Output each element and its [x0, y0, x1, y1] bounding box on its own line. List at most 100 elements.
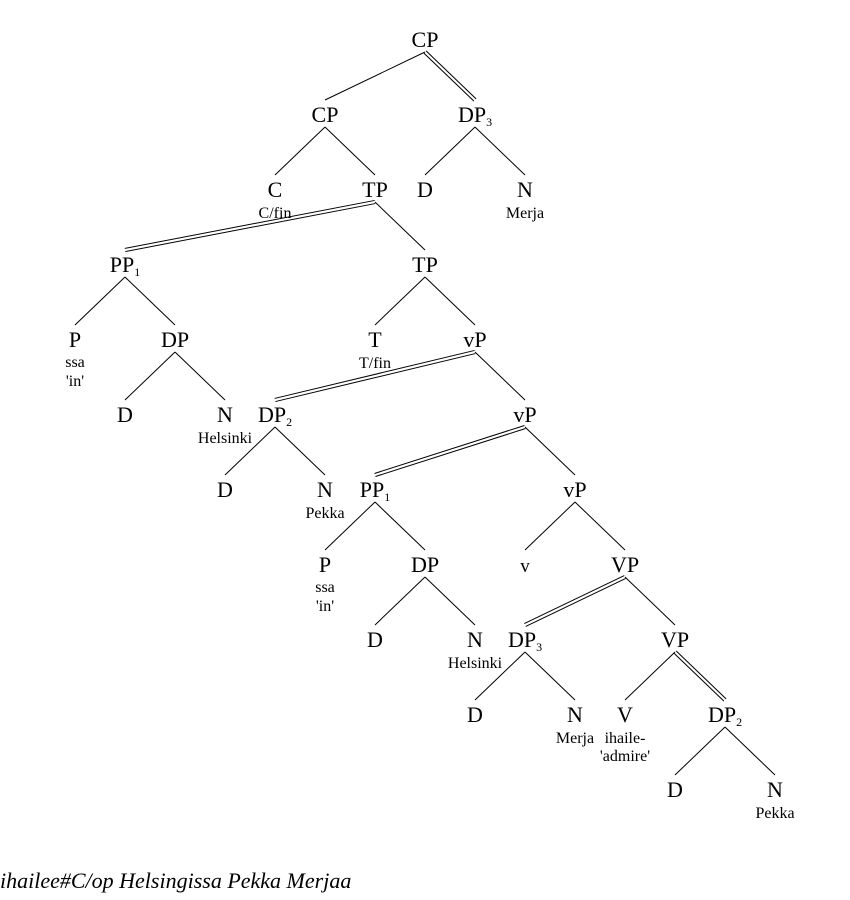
category-text: vP: [513, 402, 536, 427]
category-text: V: [617, 702, 633, 727]
tree-edge: [324, 126, 376, 176]
category-text: T: [368, 327, 382, 352]
category-text: CP: [312, 102, 339, 127]
category-text: DP: [258, 402, 286, 427]
node-label: N: [467, 627, 483, 652]
category-text: N: [567, 702, 583, 727]
node-label: DP3: [458, 102, 492, 129]
tree-node-cp-root: CP: [412, 27, 439, 52]
node-label: N: [567, 702, 583, 727]
tree-node-n-merja: N Merja: [506, 177, 544, 222]
tree-node-n-merja-low: N Merja: [556, 702, 594, 747]
category-text: TP: [412, 252, 438, 277]
category-text: PP: [110, 252, 134, 277]
tree-node-d-pekka-mid: D: [217, 477, 233, 502]
tree-node-d-hel-low: D: [367, 627, 383, 652]
movement-edge: [524, 575, 625, 625]
category-text: P: [319, 552, 331, 577]
node-label: D: [667, 777, 683, 802]
node-gloss: C/fin: [259, 205, 292, 222]
node-label: DP2: [708, 702, 742, 729]
node-label: V: [617, 702, 633, 727]
node-label: DP: [411, 552, 439, 577]
tree-edge: [474, 351, 526, 401]
movement-edge: [673, 652, 725, 702]
category-text: PP: [360, 477, 384, 502]
tree-node-vp3: vP: [563, 477, 586, 502]
tree-edge: [474, 651, 526, 701]
tree-node-vp1: vP: [463, 327, 486, 352]
category-text: v: [520, 556, 530, 577]
node-gloss: Merja: [556, 730, 594, 747]
tree-node-n-hel-low: N Helsinki: [448, 627, 503, 672]
node-label: vP: [563, 477, 586, 502]
movement-edge: [274, 349, 475, 399]
node-gloss: 'in': [66, 373, 84, 390]
node-gloss: Pekka: [305, 505, 344, 522]
tree-node-d-hel-top: D: [117, 402, 133, 427]
node-gloss: Pekka: [755, 805, 794, 822]
tree-node-pp1-low: PP1: [360, 477, 390, 504]
tree-edge: [324, 51, 426, 101]
tree-node-pp1-top: PP1: [110, 252, 140, 279]
tree-node-tp1: TP: [362, 177, 388, 202]
tree-node-vp2: vP: [513, 402, 536, 427]
tree-edge: [474, 126, 526, 176]
node-gloss: T/fin: [359, 355, 391, 372]
tree-node-v-small: v: [520, 556, 530, 577]
node-label: N: [317, 477, 333, 502]
category-text: P: [69, 327, 81, 352]
node-label: TP: [412, 252, 438, 277]
node-label: P: [69, 327, 81, 352]
tree-node-dp2-mid: DP2: [258, 402, 292, 429]
tree-node-d-merja-low: D: [467, 702, 483, 727]
tree-edge: [274, 426, 326, 476]
node-label: v: [520, 556, 530, 577]
tree-edge: [124, 351, 176, 401]
movement-edge: [375, 428, 526, 478]
tree-node-d-pekka-low: D: [667, 777, 683, 802]
tree-node-tp2: TP: [412, 252, 438, 277]
node-label: D: [367, 627, 383, 652]
tree-node-dp3-top: DP3: [458, 102, 492, 129]
node-label: DP2: [258, 402, 292, 429]
node-gloss: Helsinki: [448, 655, 503, 672]
category-text: C: [268, 177, 283, 202]
category-text: CP: [412, 27, 439, 52]
node-label: vP: [463, 327, 486, 352]
movement-edge: [425, 50, 477, 100]
category-text: vP: [563, 477, 586, 502]
node-label: D: [117, 402, 133, 427]
tree-edge: [74, 276, 126, 326]
node-label: T: [368, 327, 382, 352]
tree-node-dp-top: DP: [161, 327, 189, 352]
node-gloss: 'admire': [600, 748, 650, 765]
node-label: N: [517, 177, 533, 202]
node-label: P: [319, 552, 331, 577]
index-subscript: 2: [736, 715, 742, 729]
node-label: PP1: [110, 252, 140, 279]
tree-edge: [424, 126, 476, 176]
node-label: vP: [513, 402, 536, 427]
category-text: D: [467, 702, 483, 727]
tree-node-n-hel-top: N Helsinki: [198, 402, 253, 447]
category-text: N: [467, 627, 483, 652]
tree-node-VP2: VP: [661, 627, 689, 652]
movement-edge: [374, 424, 525, 474]
tree-node-cp: CP: [312, 102, 339, 127]
tree-edge: [524, 651, 576, 701]
tree-edge: [524, 426, 576, 476]
tree-edge: [724, 726, 776, 776]
category-text: DP: [708, 702, 736, 727]
movement-edge: [525, 577, 626, 627]
node-label: CP: [412, 27, 439, 52]
node-label: DP3: [508, 627, 542, 654]
tree-node-c: C C/fin: [259, 177, 292, 222]
tree-edge: [374, 276, 426, 326]
tree-edge: [424, 576, 476, 626]
movement-edge: [275, 353, 476, 403]
